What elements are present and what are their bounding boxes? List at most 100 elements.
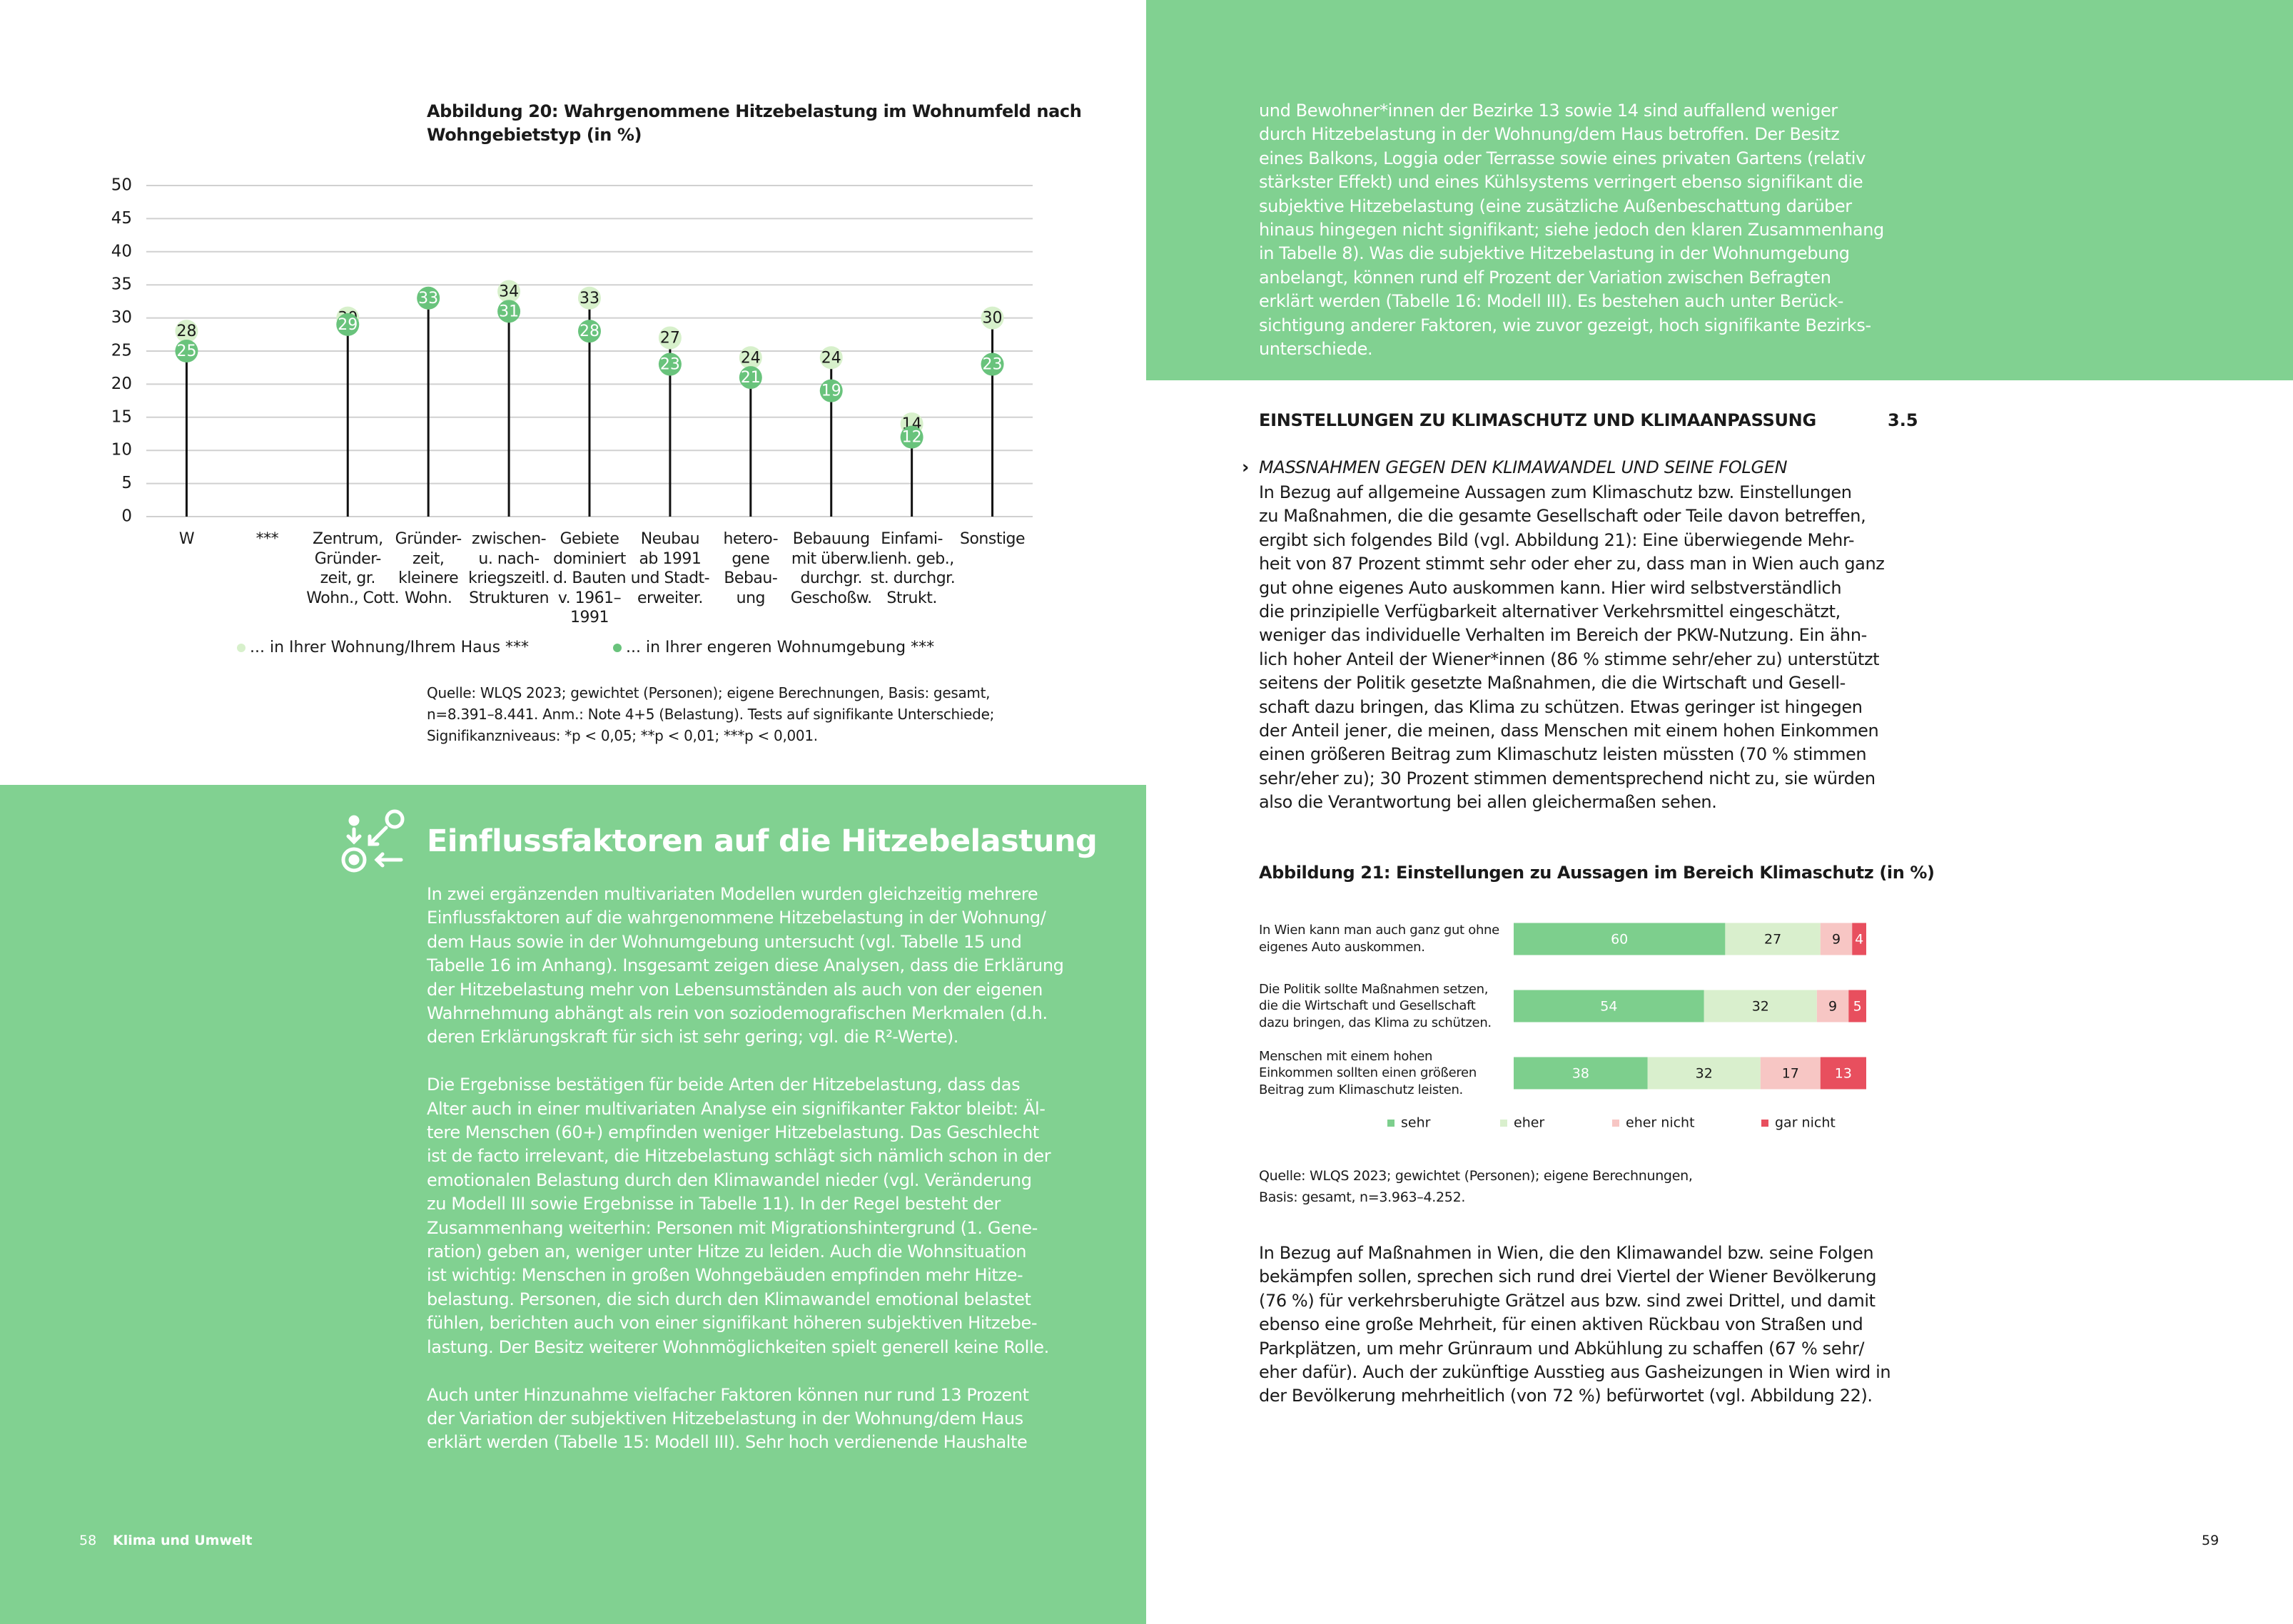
legend-marker xyxy=(1387,1120,1394,1127)
y-tick-label: 35 xyxy=(111,275,132,294)
bar-segment xyxy=(1816,990,1849,1022)
value-label: 21 xyxy=(741,369,761,387)
x-tick-label: Einfami- lienh. geb., st. durchgr. Struk… xyxy=(870,530,956,607)
y-tick-label: 10 xyxy=(111,441,132,460)
legend-marker xyxy=(1500,1120,1507,1127)
value-label: 4 xyxy=(1855,932,1863,948)
page-number: 58 xyxy=(79,1533,97,1548)
legend-label: ... in Ihrer engeren Wohnumgebung *** xyxy=(626,639,934,656)
value-label: 33 xyxy=(579,290,599,308)
value-label: 32 xyxy=(1696,1066,1713,1082)
section-heading: Einflussfaktoren auf die Hitzebelastung xyxy=(427,823,1098,859)
point xyxy=(819,379,843,402)
bar-segment xyxy=(1514,923,1726,955)
point xyxy=(900,425,923,449)
y-tick-label: 50 xyxy=(111,176,132,195)
y-tick-label: 15 xyxy=(111,407,132,426)
value-label: 27 xyxy=(660,329,680,347)
point xyxy=(497,300,521,323)
icon xyxy=(341,809,405,873)
right-green-panel xyxy=(1146,0,2293,380)
value-label: 25 xyxy=(176,342,196,360)
bar-segment xyxy=(1852,923,1866,955)
value-label: 9 xyxy=(1828,999,1837,1015)
legend-marker xyxy=(237,644,246,652)
bar-segment xyxy=(1760,1057,1821,1090)
value-label: 12 xyxy=(902,429,922,447)
x-tick-label: *** xyxy=(255,530,279,548)
point xyxy=(336,313,360,336)
point xyxy=(417,286,440,310)
legend-label: eher xyxy=(1514,1115,1544,1131)
value-label: 29 xyxy=(338,316,358,334)
x-tick-label: Gebiete dominiert d. Bauten v. 1961– 199… xyxy=(552,530,627,627)
subsection-title: MASSNAHMEN GEGEN DEN KLIMAWANDEL UND SEI… xyxy=(1259,457,1788,477)
left-green-panel xyxy=(0,785,1146,1624)
category-label: Menschen mit einem hohen Einkommen sollt… xyxy=(1259,1048,1477,1097)
x-tick-label: Gründer- zeit, kleinere Wohn. xyxy=(395,530,462,607)
point xyxy=(175,340,198,362)
intro-paragraph: und Bewohner*innen der Bezirke 13 sowie … xyxy=(1259,101,1884,360)
value-label: 54 xyxy=(1600,999,1617,1015)
paragraph: In Bezug auf Maßnahmen in Wien, die den … xyxy=(1259,1243,1891,1406)
bar-segment xyxy=(1514,1057,1648,1090)
bar-segment xyxy=(1848,990,1866,1022)
y-tick-label: 5 xyxy=(121,474,132,492)
value-label: 60 xyxy=(1611,932,1628,948)
paragraph: In Bezug auf allgemeine Aussagen zum Kli… xyxy=(1259,482,1885,813)
point xyxy=(739,366,762,390)
bar-segment xyxy=(1820,923,1853,955)
bar-segment xyxy=(1725,923,1821,955)
section-number: 3.5 xyxy=(1888,410,1918,430)
category-label: Die Politik sollte Maßnahmen setzen, die… xyxy=(1259,981,1492,1030)
left-text: In zwei ergänzenden multivariaten Modell… xyxy=(427,883,1064,1478)
y-tick-label: 30 xyxy=(111,308,132,327)
x-tick-label: hetero- gene Bebau- ung xyxy=(723,530,779,607)
legend-marker xyxy=(1761,1120,1768,1127)
value-label: 17 xyxy=(1782,1066,1799,1082)
x-tick-label: zwischen- u. nach- kriegszeitl. Struktur… xyxy=(468,530,550,607)
value-label: 19 xyxy=(821,382,841,400)
legend-label: eher nicht xyxy=(1626,1115,1695,1131)
value-label: 32 xyxy=(1752,999,1769,1015)
y-tick-label: 25 xyxy=(111,342,132,360)
x-tick-label: Neubau ab 1991 und Stadt- erweiter. xyxy=(630,530,710,607)
value-label: 31 xyxy=(499,303,519,320)
value-label: 23 xyxy=(983,356,1003,374)
value-label: 24 xyxy=(821,349,841,367)
category-label: In Wien kann man auch ganz gut ohne eige… xyxy=(1259,923,1499,955)
point xyxy=(578,286,601,310)
paragraph: Auch unter Hinzunahme vielfacher Faktore… xyxy=(427,1384,1029,1453)
legend-label: ... in Ihrer Wohnung/Ihrem Haus *** xyxy=(250,639,529,656)
chart-title: Abbildung 21: Einstellungen zu Aussagen … xyxy=(1259,863,1935,883)
point xyxy=(658,352,682,376)
value-label: 38 xyxy=(1572,1066,1589,1082)
point xyxy=(819,346,843,370)
point xyxy=(658,326,682,350)
page-number: 59 xyxy=(2202,1533,2219,1548)
section-title: EINSTELLUNGEN ZU KLIMASCHUTZ UND KLIMAAN… xyxy=(1259,410,1816,430)
legend-label: sehr xyxy=(1401,1115,1431,1131)
point xyxy=(739,346,762,370)
value-label: 27 xyxy=(1764,932,1781,948)
chart-source: Quelle: WLQS 2023; gewichtet (Personen);… xyxy=(1259,1168,1693,1205)
y-tick-label: 40 xyxy=(111,242,132,260)
bar-segment xyxy=(1514,990,1704,1022)
value-label: 33 xyxy=(418,290,438,308)
legend-marker xyxy=(613,644,622,652)
value-label: 24 xyxy=(741,349,761,367)
paragraph: In zwei ergänzenden multivariaten Modell… xyxy=(427,884,1064,1047)
paragraph: Die Ergebnisse bestätigen für beide Arte… xyxy=(427,1075,1051,1357)
chart-title: Abbildung 20: Wahrgenommene Hitzebelastu… xyxy=(427,101,1082,145)
point xyxy=(578,320,601,343)
value-label: 30 xyxy=(983,310,1003,328)
value-label: 28 xyxy=(176,323,196,340)
point xyxy=(497,280,521,303)
value-label: 28 xyxy=(579,323,599,340)
point xyxy=(981,306,1004,330)
x-tick-label: Sonstige xyxy=(959,530,1026,548)
legend-label: gar nicht xyxy=(1775,1115,1836,1131)
subsection-marker: › xyxy=(1242,457,1250,477)
